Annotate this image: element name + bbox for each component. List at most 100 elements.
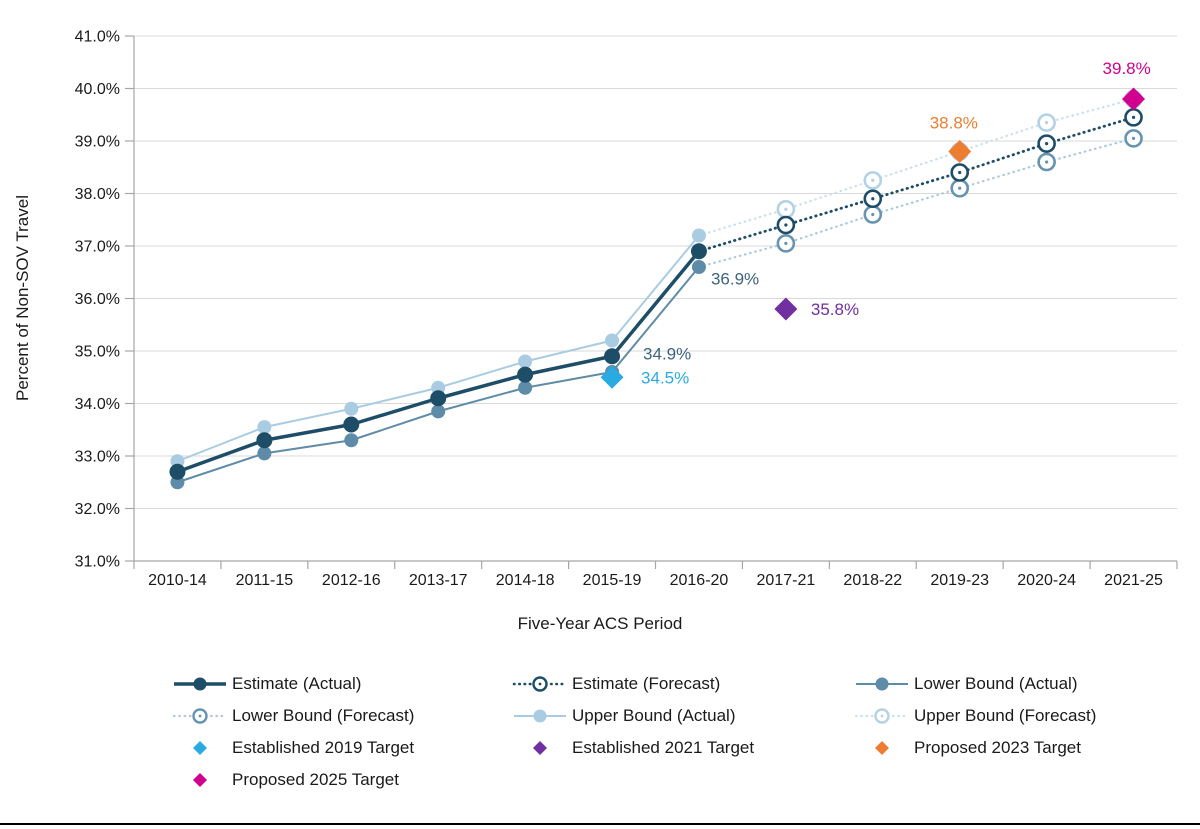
target-diamond [1122, 87, 1146, 111]
data-point-dot [784, 223, 788, 227]
data-point [604, 348, 621, 365]
data-point [256, 432, 273, 449]
x-tick-label: 2014-18 [496, 572, 555, 589]
x-tick-label: 2017-21 [757, 572, 816, 589]
y-tick-label: 35.0% [75, 344, 120, 361]
gridlines [134, 35, 1177, 509]
data-point [430, 390, 447, 407]
value-annotation: 38.8% [930, 114, 978, 133]
legend-item-label: Proposed 2025 Target [232, 770, 399, 789]
legend-item: Estimate (Actual) [172, 673, 361, 695]
legend-item: Established 2019 Target [172, 737, 414, 759]
y-tick-label: 34.0% [75, 396, 120, 413]
legend-item-label: Lower Bound (Forecast) [232, 706, 415, 725]
legend-item-label: Upper Bound (Actual) [572, 706, 736, 725]
data-point [691, 260, 706, 274]
y-tick-label: 41.0% [75, 29, 120, 46]
data-point [344, 433, 359, 448]
value-annotation: 34.9% [643, 344, 691, 363]
y-tick-label: 33.0% [75, 449, 120, 466]
y-tick-label: 38.0% [75, 186, 120, 203]
data-point [257, 420, 272, 435]
x-tick-label: 2013-17 [409, 572, 468, 589]
data-point [518, 354, 533, 369]
data-point-dot [1131, 115, 1136, 119]
x-tick-label: 2012-16 [322, 572, 381, 589]
axes [125, 35, 1178, 569]
data-point [518, 380, 533, 395]
y-tick-label: 32.0% [75, 501, 120, 518]
bottom-border [0, 823, 1200, 825]
legend-item-label: Proposed 2023 Target [914, 738, 1081, 757]
data-point [169, 463, 186, 480]
series-line [697, 97, 1135, 237]
y-tick-label: 37.0% [75, 239, 120, 256]
value-annotation: 36.9% [711, 269, 759, 288]
target-markers [600, 87, 1146, 389]
y-tick-label: 31.0% [75, 554, 120, 571]
data-point-dot [958, 186, 962, 190]
data-series [169, 89, 1143, 490]
legend-item-label: Estimate (Forecast) [572, 674, 721, 693]
data-point [517, 366, 534, 383]
line-chart: 31.0% 32.0% 33.0% 34.0% 35.0% 36.0% 37.0% 38.0%… [13, 29, 1178, 633]
legend-line-icon [514, 709, 566, 723]
data-point-dot [958, 170, 962, 175]
legend-line-icon [854, 708, 910, 724]
data-point [690, 243, 707, 260]
legend-diamond-icon [533, 741, 547, 755]
x-tick-label: 2015-19 [583, 572, 642, 589]
data-point [605, 333, 620, 348]
y-axis-title: Percent of Non-SOV Travel [13, 195, 32, 401]
legend-line-icon [856, 677, 908, 691]
legend-line-icon [174, 677, 226, 691]
chart-legend: Estimate (Actual) Estimate (Forecast) Lowe… [0, 0, 1200, 789]
legend-item: Proposed 2025 Target [172, 769, 399, 791]
legend-item: Estimate (Forecast) [512, 673, 720, 695]
x-tick-label: 2011-15 [236, 572, 294, 589]
value-annotation: 39.8% [1103, 59, 1151, 78]
data-point [343, 416, 360, 433]
y-tick-label: 40.0% [75, 81, 120, 98]
legend-item: Upper Bound (Forecast) [854, 705, 1096, 727]
legend-item-label: Established 2019 Target [232, 738, 415, 757]
x-tick-label: 2016-20 [670, 572, 729, 589]
series-estimate-forecast [697, 108, 1143, 253]
legend-item-label: Estimate (Actual) [232, 674, 362, 693]
data-point [344, 401, 359, 416]
legend-diamond-icon [875, 741, 889, 755]
data-point [431, 404, 446, 419]
data-point [257, 446, 272, 461]
value-annotation: 35.8% [811, 300, 859, 319]
x-axis-title: Five-Year ACS Period [518, 614, 683, 633]
data-point-dot [1045, 160, 1049, 164]
legend-item-label: Upper Bound (Forecast) [914, 706, 1097, 725]
series-line [697, 137, 1135, 269]
x-tick-label: 2021-25 [1104, 572, 1163, 589]
data-point-dot [1045, 121, 1049, 125]
y-tick-label: 39.0% [75, 134, 120, 151]
x-tick-label: 2018-22 [843, 572, 902, 589]
series-lower-bound-forecast [697, 129, 1143, 269]
target-diamond [774, 297, 798, 321]
data-point-dot [1131, 136, 1136, 140]
legend-item: Upper Bound (Actual) [512, 705, 735, 727]
legend-item: Lower Bound (Actual) [854, 673, 1077, 695]
series-lower-bound-actual [170, 260, 706, 490]
legend-item-label: Established 2021 Target [572, 738, 755, 757]
legend-line-icon [512, 676, 568, 692]
value-annotation: 34.5% [641, 368, 689, 387]
legend-item: Established 2021 Target [512, 737, 754, 759]
series-line [697, 115, 1135, 253]
legend-item-label: Lower Bound (Actual) [914, 674, 1078, 693]
data-point-dot [871, 178, 875, 182]
legend-diamond-icon [193, 773, 207, 787]
data-point-dot [784, 207, 788, 211]
legend-diamond-icon [193, 741, 207, 755]
x-tick-label: 2019-23 [930, 572, 989, 589]
series-upper-bound-actual [170, 228, 706, 469]
x-tick-label: 2020-24 [1017, 572, 1076, 589]
x-tick-label: 2010-14 [148, 572, 207, 589]
data-point-dot [1045, 142, 1049, 146]
